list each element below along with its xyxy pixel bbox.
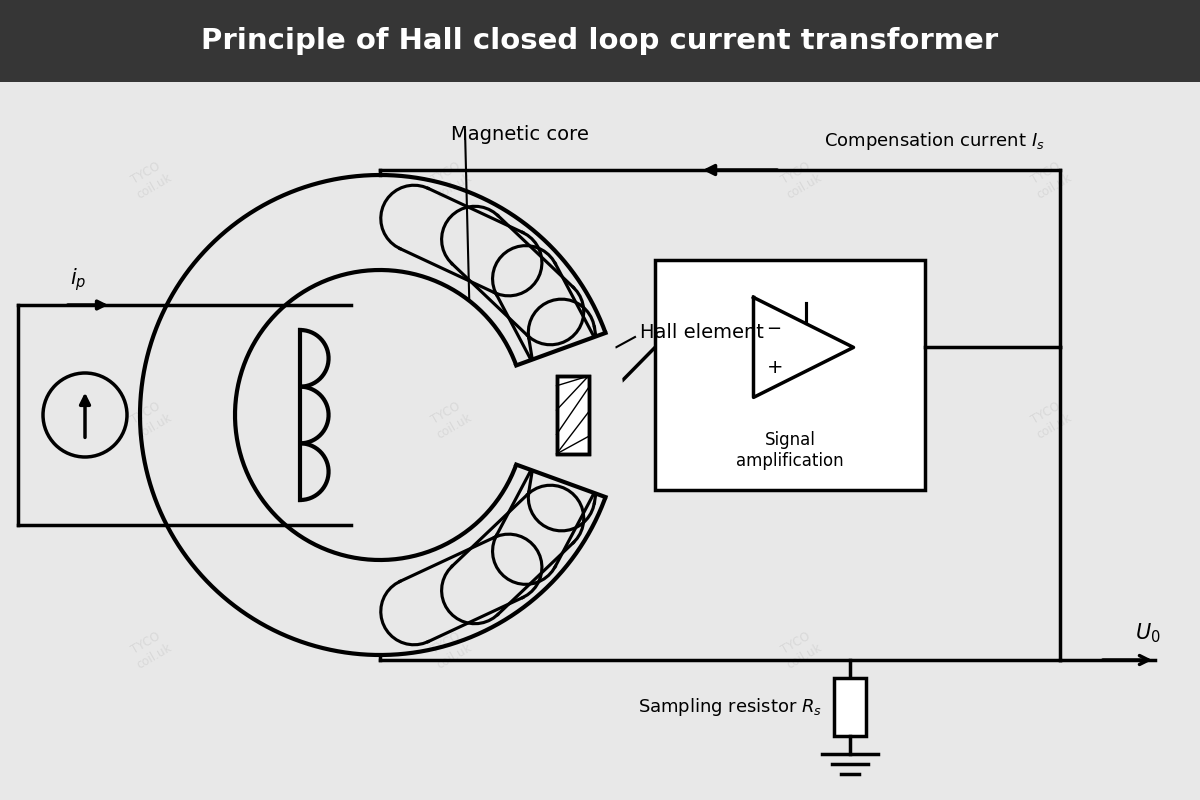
Bar — [557, 376, 588, 454]
Bar — [557, 376, 588, 454]
Text: $+$: $+$ — [766, 358, 782, 377]
Text: Principle of Hall closed loop current transformer: Principle of Hall closed loop current tr… — [202, 27, 998, 55]
Text: TYCO
coil.uk: TYCO coil.uk — [776, 628, 823, 672]
Text: $U_0$: $U_0$ — [1135, 622, 1160, 645]
Text: Compensation current $I_s$: Compensation current $I_s$ — [824, 130, 1045, 152]
Bar — [655, 260, 925, 490]
Text: TYCO
coil.uk: TYCO coil.uk — [426, 398, 474, 442]
Text: TYCO
coil.uk: TYCO coil.uk — [1026, 398, 1074, 442]
Bar — [0, 0, 1200, 82]
Bar — [834, 678, 866, 736]
Text: TYCO
coil.uk: TYCO coil.uk — [126, 398, 174, 442]
Wedge shape — [510, 331, 625, 498]
Text: TYCO
coil.uk: TYCO coil.uk — [776, 158, 823, 202]
Text: $i_p$: $i_p$ — [70, 266, 86, 293]
Text: $-$: $-$ — [766, 318, 781, 336]
Text: TYCO
coil.uk: TYCO coil.uk — [426, 158, 474, 202]
Text: Hall element: Hall element — [640, 322, 764, 342]
Circle shape — [43, 373, 127, 457]
Text: TYCO
coil.uk: TYCO coil.uk — [776, 398, 823, 442]
Text: Signal
amplification: Signal amplification — [736, 431, 844, 470]
Text: TYCO
coil.uk: TYCO coil.uk — [126, 158, 174, 202]
Text: Sampling resistor $R_s$: Sampling resistor $R_s$ — [637, 696, 822, 718]
Text: TYCO
coil.uk: TYCO coil.uk — [126, 628, 174, 672]
Text: Magnetic core: Magnetic core — [451, 125, 589, 144]
Text: TYCO
coil.uk: TYCO coil.uk — [1026, 158, 1074, 202]
Text: TYCO
coil.uk: TYCO coil.uk — [426, 628, 474, 672]
